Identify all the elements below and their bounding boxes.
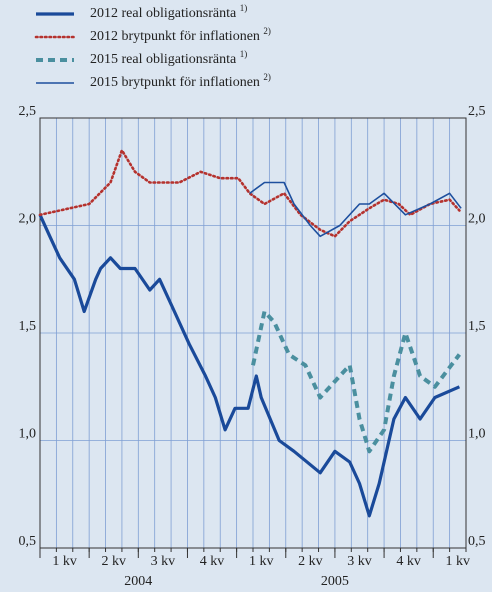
quarter-label: 2 kv xyxy=(101,554,126,569)
legend-name: 2012 brytpunkt för inflationen xyxy=(90,29,260,44)
quarter-label: 4 kv xyxy=(200,554,225,569)
y-tick-label: 2,0 xyxy=(19,212,37,227)
quarter-label: 2 kv xyxy=(298,554,323,569)
y2-tick-label: 2,0 xyxy=(468,212,486,227)
series-line xyxy=(38,149,461,238)
legend-name: 2015 brytpunkt för inflationen xyxy=(90,75,260,90)
legend-note: 2) xyxy=(263,72,271,82)
quarter-label: 1 kv xyxy=(249,554,274,569)
legend-label: 2012 real obligationsränta 1) xyxy=(90,3,247,21)
legend-label: 2015 real obligationsränta 1) xyxy=(90,49,247,67)
y-tick-label: 1,5 xyxy=(19,319,37,334)
y-tick-label: 0,5 xyxy=(19,534,37,549)
quarter-label: 4 kv xyxy=(396,554,421,569)
legend-note: 1) xyxy=(240,49,248,59)
quarter-label: 3 kv xyxy=(347,554,372,569)
legend-name: 2015 real obligationsränta xyxy=(90,52,237,67)
legend-name: 2012 real obligationsränta xyxy=(90,6,237,21)
y2-tick-label: 1,5 xyxy=(468,319,486,334)
series-line xyxy=(249,181,462,238)
series-line xyxy=(38,214,461,518)
quarter-label: 1 kv xyxy=(52,554,77,569)
year-label: 2004 xyxy=(124,574,152,589)
y2-tick-label: 0,5 xyxy=(468,534,486,549)
y2-tick-label: 2,5 xyxy=(468,104,486,119)
y2-tick-label: 1,0 xyxy=(468,427,486,442)
quarter-label: 1 kv xyxy=(446,554,471,569)
y-tick-label: 1,0 xyxy=(19,427,37,442)
legend-note: 1) xyxy=(240,3,248,13)
legend-label: 2012 brytpunkt för inflationen 2) xyxy=(90,26,271,44)
y-tick-label: 2,5 xyxy=(19,104,37,119)
plot-frame xyxy=(39,117,467,549)
legend-note: 2) xyxy=(263,26,271,36)
legend-label: 2015 brytpunkt för inflationen 2) xyxy=(90,72,271,90)
year-label: 2005 xyxy=(321,574,349,589)
quarter-label: 3 kv xyxy=(151,554,176,569)
series-line xyxy=(251,309,461,454)
